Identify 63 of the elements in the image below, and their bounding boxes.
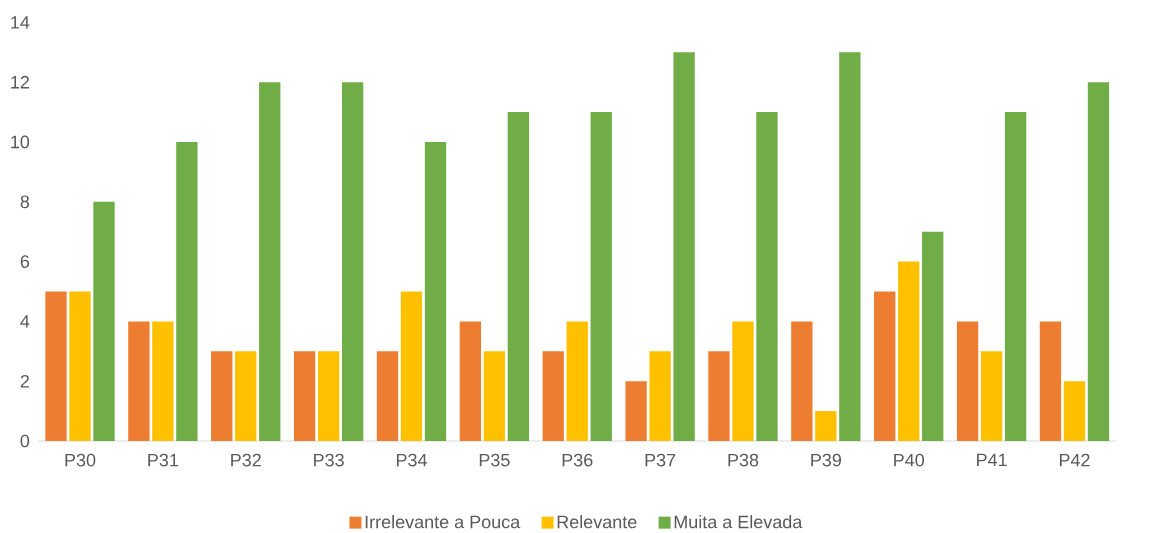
bar [1087, 82, 1110, 441]
bar [317, 351, 340, 441]
y-tick-label: 14 [11, 16, 30, 29]
bar [1063, 381, 1086, 441]
bar [839, 52, 861, 441]
y-tick-label: 10 [11, 135, 30, 149]
legend-label: Irrelevante a Pouca [365, 515, 521, 529]
bar [376, 351, 399, 441]
bar [590, 112, 612, 441]
bar [507, 112, 530, 441]
bar [211, 351, 233, 441]
bar [732, 321, 754, 441]
bar [815, 411, 837, 441]
legend-label: Relevante [557, 515, 637, 529]
bar [45, 291, 67, 441]
bar [483, 351, 506, 441]
x-tick-label: P35 [479, 453, 510, 467]
legend-label: Muita a Elevada [674, 515, 803, 529]
bar [459, 321, 482, 441]
bar [980, 351, 1003, 441]
bar [673, 52, 695, 441]
bar [424, 141, 447, 441]
bar [625, 381, 647, 441]
bar [1004, 112, 1027, 441]
x-tick-label: P31 [148, 453, 179, 467]
x-tick-label: P36 [562, 453, 593, 467]
bar [791, 321, 813, 441]
bar [69, 291, 91, 441]
bar [93, 201, 115, 441]
y-tick-label: 2 [20, 374, 29, 388]
bar [874, 291, 896, 441]
y-tick-label: 4 [20, 315, 30, 328]
bar [293, 351, 316, 441]
x-tick-label: P37 [645, 453, 676, 467]
y-tick-label: 6 [20, 255, 30, 268]
bar [898, 261, 920, 441]
bar [566, 321, 588, 441]
bar [128, 321, 150, 441]
bar [542, 351, 564, 441]
y-tick-label: 0 [20, 434, 30, 448]
bar [756, 112, 778, 441]
x-tick-label: P42 [1059, 453, 1090, 467]
x-tick-label: P40 [894, 453, 925, 467]
x-tick-label: P38 [728, 453, 759, 467]
bar [259, 82, 281, 441]
x-tick-label: P33 [314, 453, 344, 467]
bar [176, 141, 198, 441]
bar [400, 291, 423, 441]
bar [1039, 321, 1062, 441]
bar [708, 351, 730, 441]
bar [922, 231, 944, 441]
bar [956, 321, 979, 441]
y-tick-label: 8 [20, 195, 30, 209]
y-tick-label: 12 [11, 75, 29, 89]
bar [649, 351, 671, 441]
x-tick-label: P32 [231, 453, 261, 467]
bar [152, 321, 174, 441]
x-tick-label: P30 [65, 453, 96, 467]
bar [341, 82, 364, 441]
x-tick-label: P34 [396, 453, 427, 467]
x-tick-label: P39 [811, 453, 842, 467]
bar [235, 351, 257, 441]
x-tick-label: P41 [977, 453, 1007, 467]
